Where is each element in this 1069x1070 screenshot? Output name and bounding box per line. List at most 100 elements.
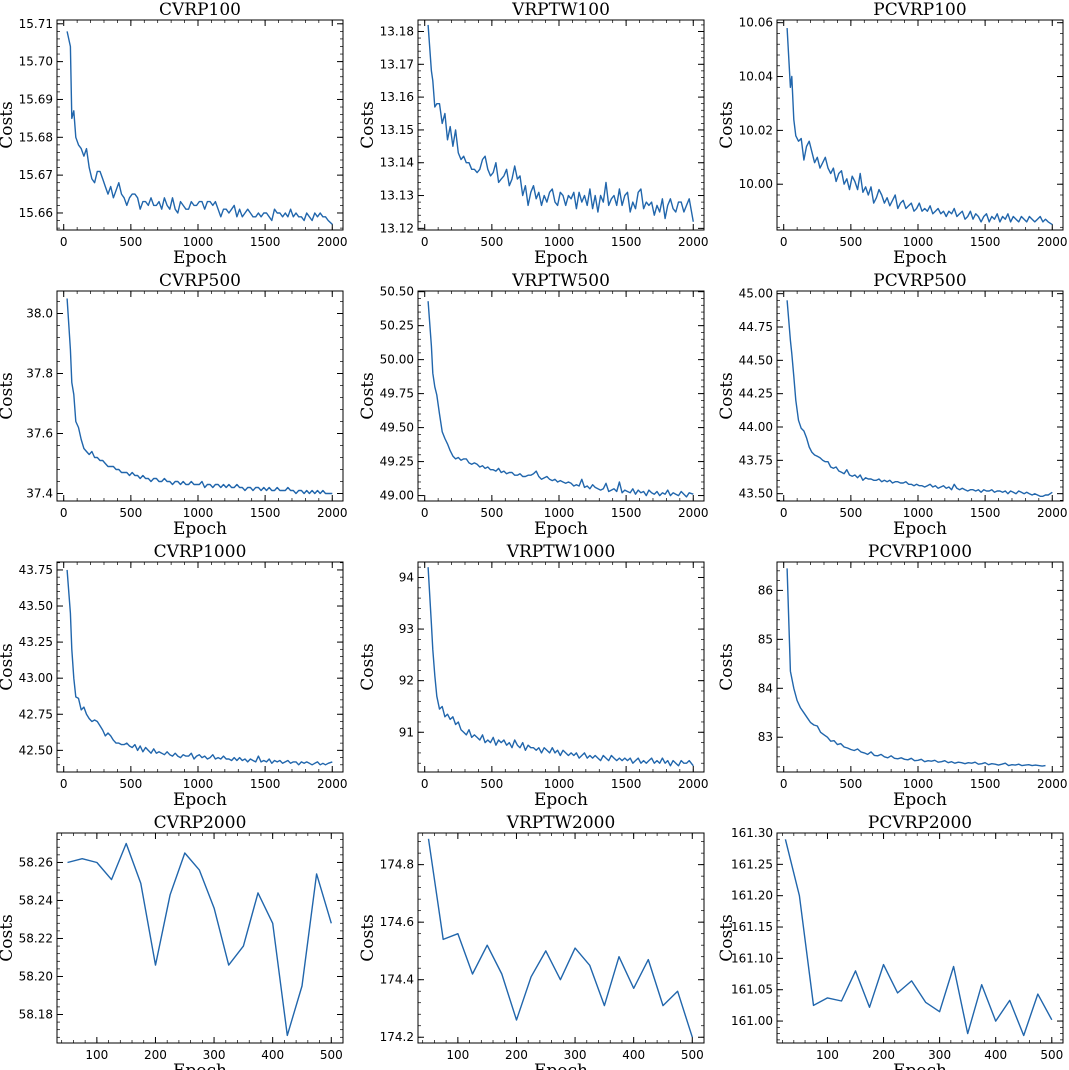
x-tick-label: 500 [119, 506, 142, 520]
x-tick-label: 100 [816, 1048, 839, 1062]
x-tick-label: 2000 [317, 777, 348, 791]
y-tick-label: 42.50 [19, 743, 53, 757]
x-axis-label: Epoch [534, 790, 588, 810]
chart-title: PCVRP500 [873, 271, 966, 291]
chart-title: VRPTW2000 [506, 813, 616, 833]
y-tick-label: 58.20 [19, 969, 53, 983]
chart-vrptw500: VRPTW500 0 500 1000 1500 2000 49.00 49.25 49.50 4… [358, 271, 709, 539]
x-tick-label: 0 [780, 235, 788, 249]
plot-frame [56, 290, 344, 502]
y-tick-label: 10.02 [739, 123, 773, 137]
y-tick-label: 86 [758, 583, 773, 597]
y-tick-label: 44.50 [739, 353, 773, 367]
chart-title: VRPTW1000 [506, 542, 616, 562]
y-tick-label: 15.69 [19, 92, 53, 106]
chart-title: CVRP100 [159, 0, 241, 20]
plot-frame [56, 561, 344, 773]
x-tick-label: 300 [564, 1048, 587, 1062]
series-line [67, 842, 332, 1037]
x-axis-label: Epoch [173, 790, 227, 810]
y-tick-label: 83 [758, 730, 773, 744]
y-tick-label: 15.71 [19, 17, 53, 31]
y-tick-label: 15.68 [19, 130, 53, 144]
chart-pcvrp500: PCVRP500 0 500 1000 1500 2000 43.50 43.75 44.00 4… [717, 271, 1068, 539]
y-tick-label: 94 [399, 570, 414, 584]
y-tick-label: 44.25 [739, 387, 773, 401]
chart-title: CVRP2000 [154, 813, 247, 833]
plot-frame [776, 290, 1064, 502]
y-tick-label: 93 [399, 622, 414, 636]
series-line [786, 28, 1053, 226]
x-tick-label: 400 [622, 1048, 645, 1062]
x-tick-label: 500 [119, 235, 142, 249]
y-tick-label: 161.10 [731, 951, 773, 965]
y-tick-label: 50.25 [380, 319, 414, 333]
series-line [786, 568, 1046, 767]
y-tick-label: 43.00 [19, 671, 53, 685]
y-tick-label: 15.67 [19, 168, 53, 182]
x-tick-label: 1000 [903, 235, 934, 249]
x-tick-label: 1000 [544, 506, 575, 520]
plot-frame [56, 19, 344, 231]
x-tick-label: 0 [60, 506, 68, 520]
series-line [66, 569, 333, 766]
y-tick-label: 43.50 [739, 487, 773, 501]
x-tick-label: 1000 [183, 235, 214, 249]
y-tick-label: 13.15 [380, 123, 414, 137]
y-tick-label: 161.00 [731, 1014, 773, 1028]
y-tick-label: 161.25 [731, 857, 773, 871]
x-tick-label: 1500 [611, 506, 642, 520]
series-line [784, 839, 1053, 1037]
plot-frame [776, 19, 1064, 231]
x-tick-label: 500 [1040, 1048, 1063, 1062]
y-tick-label: 13.18 [380, 24, 414, 38]
y-tick-label: 44.75 [739, 320, 773, 334]
x-axis-label: Epoch [173, 519, 227, 539]
y-tick-label: 174.6 [380, 915, 414, 929]
x-tick-label: 500 [839, 506, 862, 520]
x-tick-label: 2000 [1037, 777, 1068, 791]
series-line [427, 301, 694, 498]
x-axis-label: Epoch [893, 1061, 947, 1070]
chart-vrptw2000: VRPTW2000 100 200 300 400 500 174.2 174.4 174.6 1… [358, 813, 705, 1070]
x-axis-label: Epoch [893, 248, 947, 268]
x-axis-label: Epoch [534, 519, 588, 539]
chart-title: PCVRP100 [873, 0, 966, 20]
plot-frame [776, 561, 1064, 773]
x-tick-label: 1500 [250, 235, 281, 249]
y-tick-label: 161.30 [731, 826, 773, 840]
y-tick-label: 174.8 [380, 858, 414, 872]
x-tick-label: 200 [872, 1048, 895, 1062]
chart-cvrp500: CVRP500 0 500 1000 1500 2000 37.4 37.6 37.8 38.0 E… [0, 271, 348, 539]
x-tick-label: 2000 [678, 235, 709, 249]
x-tick-label: 300 [928, 1048, 951, 1062]
y-tick-label: 13.12 [380, 221, 414, 235]
x-tick-label: 1500 [250, 506, 281, 520]
series-line [66, 31, 333, 225]
y-tick-label: 161.20 [731, 889, 773, 903]
y-tick-label: 13.14 [380, 156, 414, 170]
y-tick-label: 37.4 [26, 487, 53, 501]
x-tick-label: 1000 [544, 235, 575, 249]
x-tick-label: 500 [480, 235, 503, 249]
y-tick-label: 91 [399, 725, 414, 739]
y-tick-label: 161.15 [731, 920, 773, 934]
x-tick-label: 500 [839, 777, 862, 791]
y-tick-label: 49.00 [380, 489, 414, 503]
x-axis-label: Epoch [173, 248, 227, 268]
y-axis-label: Costs [0, 101, 17, 149]
x-tick-label: 1000 [903, 777, 934, 791]
y-tick-label: 174.2 [380, 1030, 414, 1044]
y-tick-label: 38.0 [26, 307, 53, 321]
x-tick-label: 2000 [317, 235, 348, 249]
y-tick-label: 10.06 [739, 16, 773, 30]
chart-cvrp1000: CVRP1000 0 500 1000 1500 2000 42.50 42.75 43.00 4… [0, 542, 348, 810]
x-tick-label: 2000 [1037, 235, 1068, 249]
y-tick-label: 13.16 [380, 90, 414, 104]
chart-title: VRPTW500 [511, 271, 610, 291]
y-axis-label: Costs [0, 372, 17, 420]
y-axis-label: Costs [358, 914, 378, 962]
plot-frame [776, 832, 1064, 1044]
x-tick-label: 0 [780, 506, 788, 520]
